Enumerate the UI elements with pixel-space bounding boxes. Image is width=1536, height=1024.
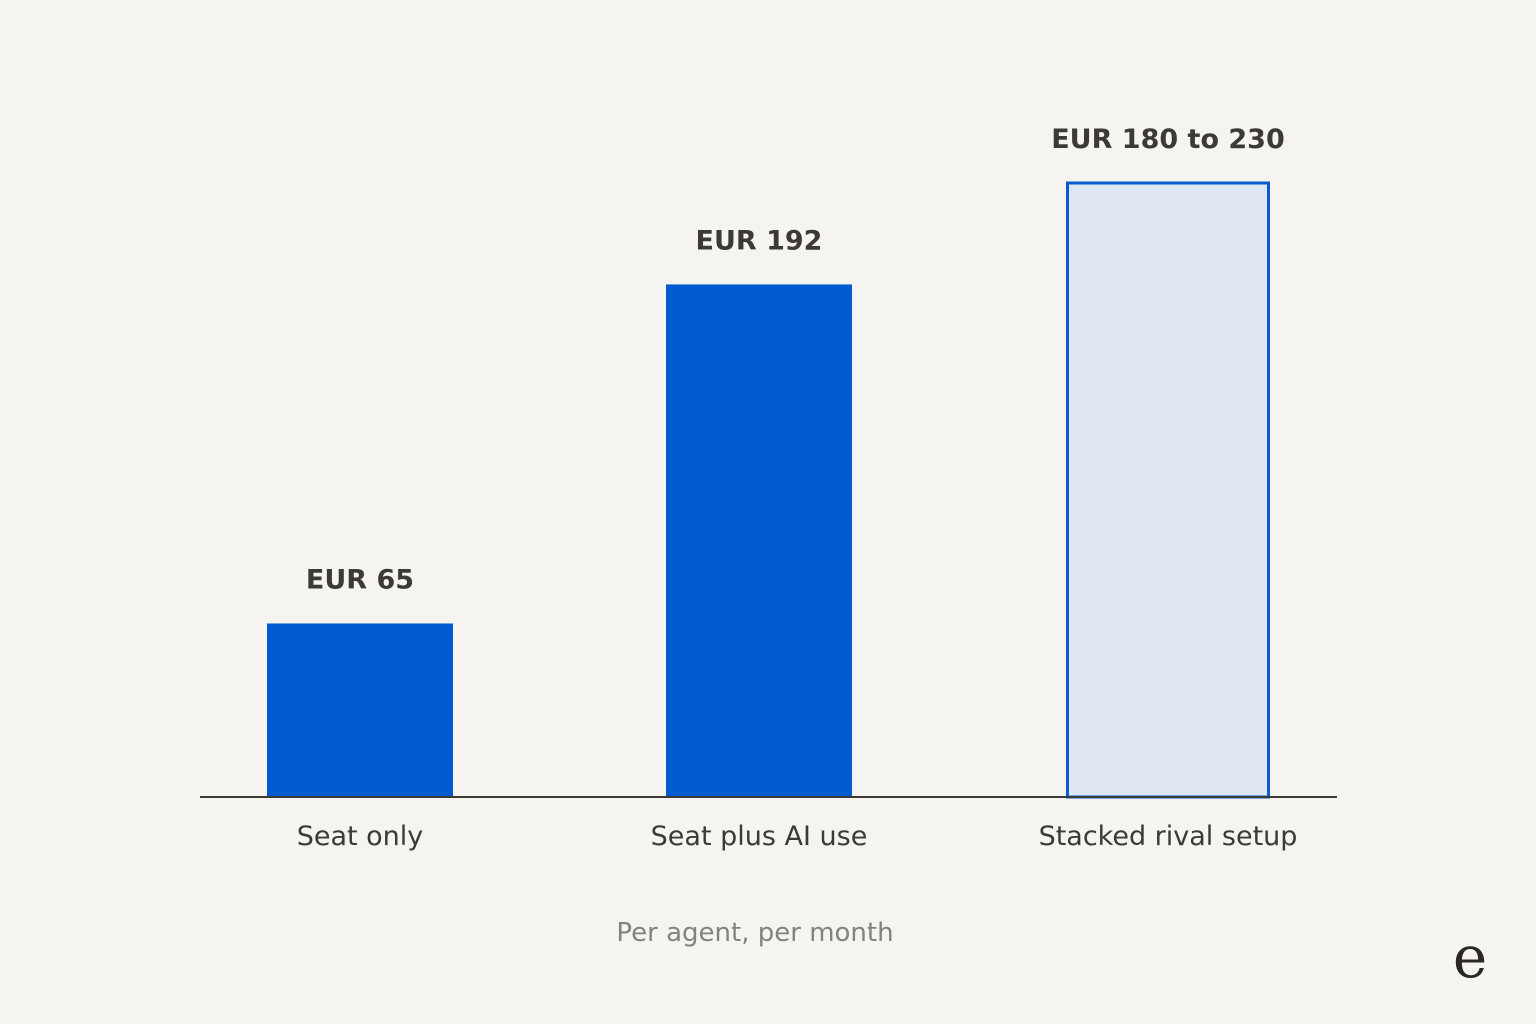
category-label: Stacked rival setup [1039,821,1298,852]
brand-e-logo-icon: e [1452,923,1488,991]
value-label: EUR 65 [306,564,414,595]
category-label: Seat only [297,821,424,852]
value-label: EUR 180 to 230 [1051,124,1285,155]
bars-group [267,181,1270,799]
bar-seat-only [267,623,453,797]
value-label: EUR 192 [696,225,823,256]
bar-seat-plus-ai-use [666,284,852,797]
value-labels-group: EUR 65 EUR 192 EUR 180 to 230 [306,124,1285,595]
x-axis-label: Per agent, per month [616,918,893,948]
category-label: Seat plus AI use [651,821,868,852]
category-labels-group: Seat only Seat plus AI use Stacked rival s… [297,821,1298,852]
bar-stacked-rival-setup [1066,181,1270,799]
